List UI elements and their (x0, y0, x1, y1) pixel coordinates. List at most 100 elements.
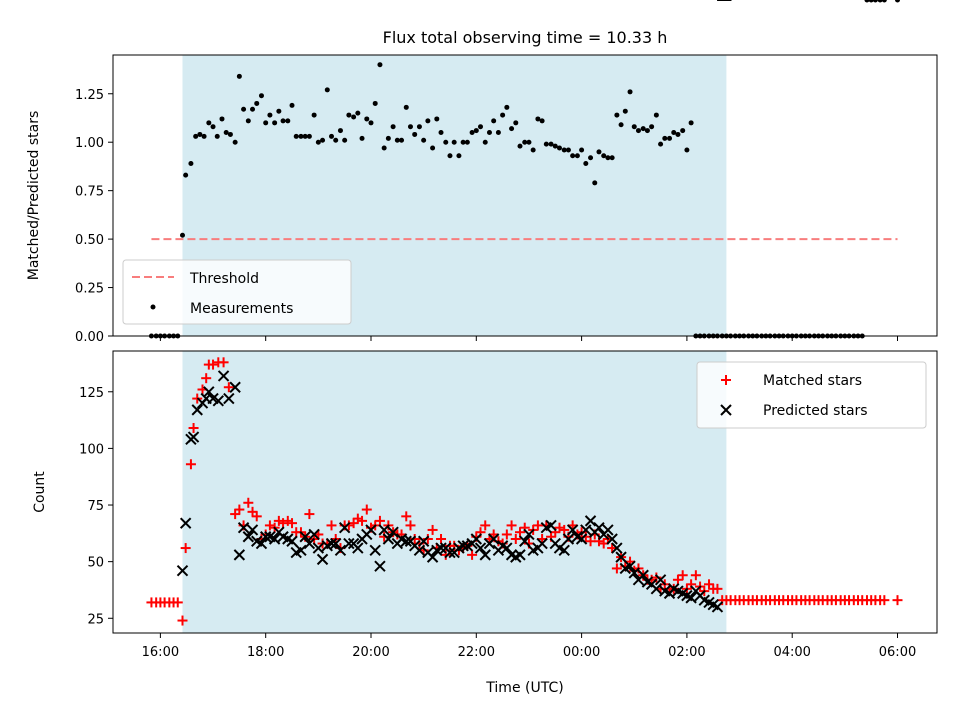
measurement-point (464, 139, 470, 145)
predicted-point (176, 565, 189, 577)
measurement-point (337, 128, 343, 134)
predicted-point (676, 587, 689, 600)
measurement-point (447, 153, 453, 159)
predicted-point (580, 524, 592, 536)
predicted-point (681, 589, 693, 602)
predicted-point (369, 544, 381, 557)
predicted-point (207, 392, 219, 405)
measurement-point (285, 118, 291, 124)
predicted-point (191, 404, 203, 416)
measurement-point (434, 116, 440, 122)
measurement-point (627, 89, 633, 95)
top-y-axis-label: Matched/Predicted stars (26, 111, 42, 281)
measurement-point (188, 161, 194, 167)
measurement-point (416, 124, 422, 130)
measurement-point (653, 112, 659, 118)
measurement-point (556, 145, 562, 151)
measurement-point (394, 137, 400, 143)
predicted-stars-series (176, 0, 732, 613)
measurement-point (359, 135, 365, 141)
measurement-point (680, 128, 686, 134)
predicted-point (545, 519, 557, 532)
predicted-point (334, 544, 347, 557)
predicted-point (698, 594, 710, 606)
predicted-point (703, 596, 715, 609)
predicted-point (562, 533, 575, 545)
y-tick-label: 1.00 (75, 136, 104, 151)
measurement-point (631, 124, 637, 130)
measurement-point (385, 135, 391, 141)
predicted-point (505, 549, 518, 561)
predicted-point (395, 533, 408, 545)
predicted-point (365, 524, 377, 536)
predicted-point (487, 533, 500, 545)
predicted-point (553, 542, 566, 554)
y-tick-label: 50 (87, 556, 104, 571)
measurement-point (430, 145, 436, 151)
measurement-point (263, 120, 269, 126)
measurement-point (592, 180, 598, 186)
measurement-point (526, 139, 532, 145)
measurement-point (504, 104, 510, 110)
predicted-point (496, 540, 509, 552)
predicted-point (264, 531, 276, 543)
measurement-point (425, 118, 431, 124)
y-tick-label: 125 (79, 386, 104, 401)
measurement-point (219, 116, 225, 122)
predicted-point (277, 531, 289, 543)
predicted-point (650, 583, 663, 595)
x-axis-label: Time (UTC) (485, 680, 563, 696)
predicted-point (624, 560, 636, 572)
predicted-point (251, 535, 263, 547)
predicted-point (470, 533, 483, 545)
x-tick-label: 18:00 (247, 645, 284, 660)
predicted-point (233, 549, 246, 561)
predicted-point (615, 551, 627, 563)
measurement-point (346, 112, 352, 118)
predicted-point (707, 598, 719, 611)
measurement-point (895, 0, 901, 3)
predicted-point (435, 542, 447, 554)
predicted-point (179, 517, 192, 529)
predicted-point (237, 521, 250, 534)
measurement-point (293, 133, 299, 139)
legend-measurements-swatch (150, 304, 156, 310)
predicted-point (325, 537, 338, 550)
measurement-point (588, 155, 594, 161)
predicted-point (229, 381, 241, 393)
predicted-point (575, 533, 588, 545)
predicted-point (611, 542, 623, 554)
measurement-point (618, 122, 624, 128)
y-tick-label: 1.25 (75, 88, 104, 103)
legend-threshold-label: Threshold (189, 271, 259, 287)
measurement-point (390, 124, 396, 130)
measurement-point (513, 120, 519, 126)
bottom-legend: Matched stars Predicted stars (696, 361, 927, 429)
measurement-point (315, 139, 321, 145)
measurement-point (495, 130, 501, 136)
predicted-point (374, 560, 386, 572)
measurement-point (206, 120, 212, 126)
predicted-point (282, 533, 294, 545)
measurement-point (570, 153, 576, 159)
measurement-point (881, 0, 887, 3)
legend-matched-label: Matched stars (763, 373, 862, 389)
bottom-shaded-span (182, 351, 727, 633)
top-x-ticks (159, 336, 899, 341)
legend-measurements-label: Measurements (190, 301, 293, 317)
measurement-point (561, 147, 567, 153)
predicted-point (602, 524, 614, 536)
predicted-point (659, 585, 671, 597)
measurement-point (456, 153, 462, 159)
measurement-point (517, 143, 523, 149)
measurement-point (289, 102, 295, 108)
measurement-point (688, 120, 694, 126)
measurement-point (500, 112, 506, 118)
predicted-point (268, 533, 281, 545)
y-tick-label: 0.50 (75, 233, 104, 248)
measurement-point (241, 106, 247, 112)
predicted-point (330, 537, 342, 550)
measurement-point (469, 130, 475, 136)
measurement-point (622, 108, 628, 114)
predicted-point (711, 601, 724, 613)
